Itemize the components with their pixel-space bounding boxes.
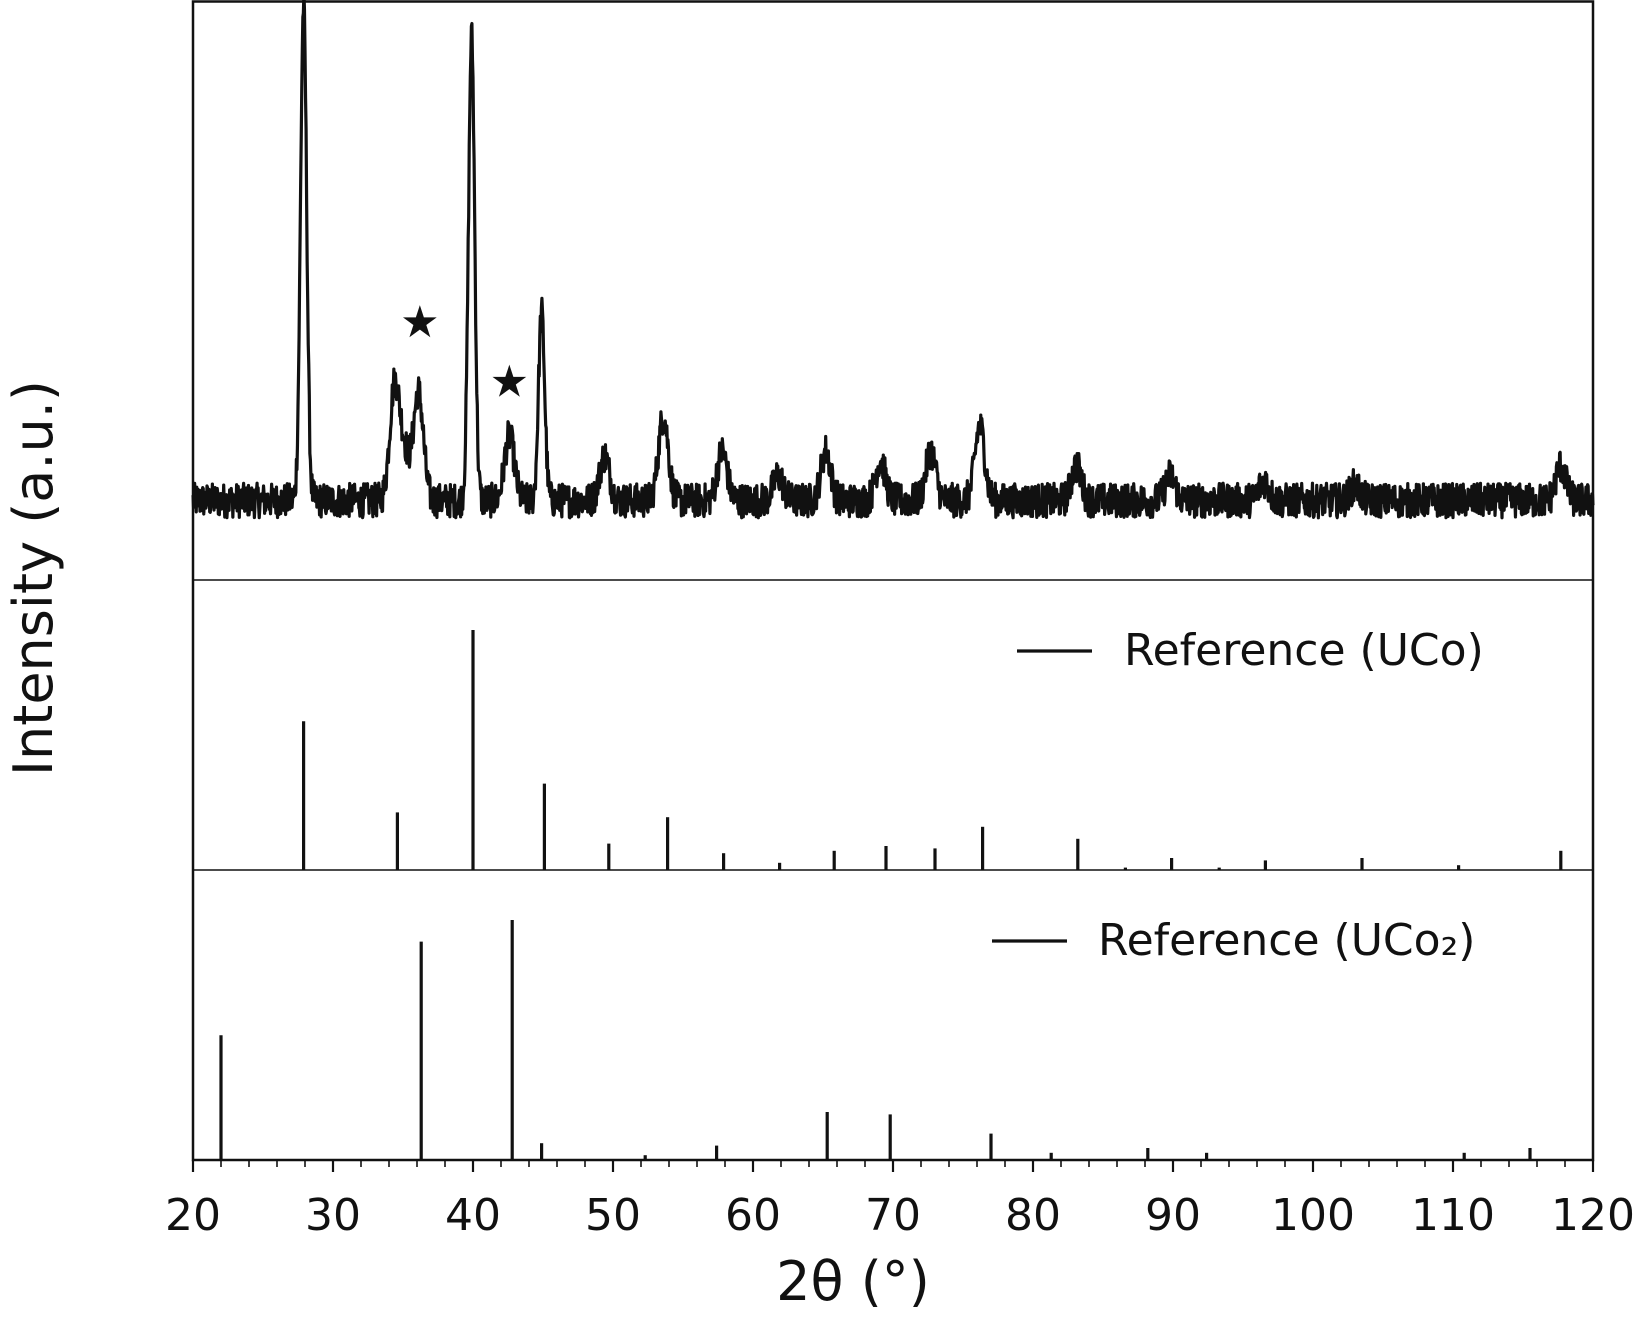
peak-marker-star: ★	[490, 357, 529, 408]
panel-measured: ★★	[191, 0, 1595, 520]
x-tick-label: 20	[165, 1190, 221, 1241]
x-tick-label: 100	[1271, 1190, 1355, 1241]
x-tick-label: 110	[1411, 1190, 1495, 1241]
axes-layer: 20 30 40 50 60 70 80 90 100 110 120	[165, 0, 1635, 1241]
x-tick-label: 90	[1145, 1190, 1201, 1241]
panel-reference-uco2: Reference (UCo₂)	[219, 915, 1532, 1160]
x-axis-title: 2θ (°)	[776, 1250, 930, 1313]
x-tick-label: 70	[865, 1190, 921, 1241]
panel-reference-uco: Reference (UCo)	[302, 625, 1563, 870]
x-tick-label: 50	[585, 1190, 641, 1241]
x-tick-label: 80	[1005, 1190, 1061, 1241]
panels-layer: ★★Reference (UCo)Reference (UCo₂)	[191, 0, 1595, 1160]
x-tick-label: 60	[725, 1190, 781, 1241]
legend-label: Reference (UCo)	[1124, 625, 1484, 676]
legend-label: Reference (UCo₂)	[1098, 915, 1475, 966]
y-axis-title: Intensity (a.u.)	[2, 380, 65, 776]
x-tick-label: 30	[305, 1190, 361, 1241]
peak-marker-star: ★	[400, 297, 439, 348]
measured-pattern-line	[191, 0, 1595, 520]
x-tick-label: 40	[445, 1190, 501, 1241]
x-tick-label: 120	[1551, 1190, 1635, 1241]
